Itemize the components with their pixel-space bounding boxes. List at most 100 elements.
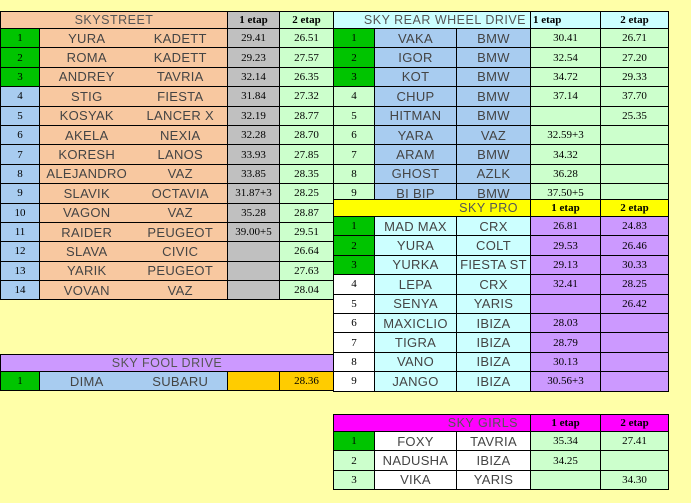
driver-name: VANO [374, 351, 457, 373]
etap2-time [600, 183, 670, 204]
position-number: 13 [0, 260, 40, 282]
etap1-time: 32.59+3 [530, 124, 602, 146]
etap1-time: 31.87+3 [227, 183, 281, 204]
etap2-time: 30.33 [600, 254, 669, 276]
position-number: 1 [333, 215, 375, 237]
etap2-time: 27.85 [279, 144, 335, 165]
car-name: IBIZA [456, 371, 531, 392]
driver-car-cell: KOSYAK LANCER X [38, 105, 229, 126]
position-number: 10 [0, 202, 40, 223]
table-row: 6 AKELA NEXIA 32.28 28.70 [0, 124, 335, 146]
rwd-title: SKY REAR WHEEL DRIVE [332, 11, 532, 29]
etap1-time: 37.14 [530, 86, 602, 107]
position-number: 5 [333, 293, 375, 314]
driver-name: RAIDER [61, 224, 113, 240]
position-number: 7 [333, 144, 375, 165]
car-name: LANOS [157, 147, 204, 163]
rwd-etap1-header: 1 etap [530, 11, 602, 29]
position-number: 5 [0, 105, 40, 126]
etap2-time [600, 332, 669, 353]
etap2-time: 27.57 [279, 47, 335, 68]
driver-name: BI BIP [374, 183, 457, 204]
driver-car-cell: STIG FIESTA [38, 86, 229, 107]
skystreet-etap2-header: 2 etap [279, 11, 335, 29]
table-row: 1 MAD MAX CRX 26.81 24.83 [333, 215, 669, 237]
car-name: BMW [455, 47, 532, 68]
driver-name: FOXY [374, 430, 457, 452]
etap2-time: 24.83 [600, 215, 669, 237]
position-number: 3 [0, 66, 40, 88]
car-name: CIVIC [162, 243, 199, 259]
car-name: SUBARU [152, 373, 209, 389]
driver-car-cell: YARIK PEUGEOT [38, 260, 229, 282]
position-number: 12 [0, 241, 40, 262]
position-number: 3 [333, 66, 375, 88]
etap1-time: 39.00+5 [227, 221, 281, 243]
etap2-time: 37.70 [600, 86, 670, 107]
car-name: BMW [455, 86, 532, 107]
driver-name: MAXICLIO [374, 312, 457, 334]
position-number: 6 [0, 124, 40, 146]
etap1-time: 29.13 [530, 254, 601, 276]
car-name: IBIZA [456, 332, 531, 353]
etap1-time [227, 241, 281, 262]
etap2-time: 26.51 [279, 27, 335, 49]
driver-car-cell: VAGON VAZ [38, 202, 229, 223]
etap2-time [600, 163, 670, 185]
position-number: 8 [0, 163, 40, 185]
etap2-time: 27.63 [279, 260, 335, 282]
position-number: 9 [0, 183, 40, 204]
car-name: FIESTA ST [456, 254, 531, 276]
car-name: FIESTA [157, 88, 204, 104]
driver-name: SLAVA [66, 243, 108, 259]
etap2-time: 26.64 [279, 241, 335, 262]
position-number: 3 [333, 254, 375, 276]
table-row: 1 FOXY TAVRIA 35.34 27.41 [333, 430, 670, 452]
etap1-time: 33.93 [227, 144, 281, 165]
etap1-time: 30.13 [530, 351, 601, 373]
position-number: 3 [333, 469, 375, 491]
skystreet-table: SKYSTREET 1 etap 2 etap 1 YURA KADETT 29.41… [0, 11, 335, 301]
girls-etap2-header: 2 etap [600, 414, 670, 432]
skystreet-title: SKYSTREET [0, 11, 229, 29]
position-number: 9 [333, 183, 375, 204]
etap2-time: 28.35 [279, 163, 335, 185]
etap1-time: 30.56+3 [530, 371, 601, 392]
etap2-time: 29.51 [279, 221, 335, 243]
table-row: 2 ROMA KADETT 29.23 27.57 [0, 47, 335, 68]
etap2-time [600, 144, 670, 165]
car-name: CRX [456, 215, 531, 237]
table-row: 8 GHOST AZLK 36.28 [333, 163, 670, 185]
driver-name: SENYA [374, 293, 457, 314]
table-row: 8 VANO IBIZA 30.13 [333, 351, 669, 373]
table-row: 9 JANGO IBIZA 30.56+3 [333, 371, 669, 392]
etap1-time: 35.28 [227, 202, 281, 223]
table-row: 7 TIGRA IBIZA 28.79 [333, 332, 669, 353]
etap1-time: 32.41 [530, 274, 601, 295]
position-number: 1 [333, 430, 375, 452]
etap2-time: 26.35 [279, 66, 335, 88]
etap2-time: 26.46 [600, 235, 669, 256]
car-name: VAZ [455, 124, 532, 146]
table-row: 2 IGOR BMW 32.54 27.20 [333, 47, 670, 68]
etap2-time: 28.25 [600, 274, 669, 295]
driver-name: SLAVIK [63, 185, 110, 201]
table-row: 2 NADUSHA IBIZA 34.25 [333, 450, 670, 471]
car-name: VAZ [167, 282, 193, 298]
driver-name: DIMA [69, 373, 104, 389]
etap2-time: 34.30 [600, 469, 670, 491]
pro-title: SKY PRO [333, 199, 531, 217]
car-name: BMW [455, 144, 532, 165]
position-number: 8 [333, 351, 375, 373]
position-number: 1 [0, 27, 40, 49]
etap2-time [600, 312, 669, 334]
table-row: 6 YARA VAZ 32.59+3 [333, 124, 670, 146]
position-number: 7 [0, 144, 40, 165]
etap1-time: 29.53 [530, 235, 601, 256]
etap1-time [530, 293, 601, 314]
table-row: 7 ARAM BMW 34.32 [333, 144, 670, 165]
etap2-time: 28.04 [279, 280, 335, 301]
table-row: 10 VAGON VAZ 35.28 28.87 [0, 202, 335, 223]
table-row: 5 HITMAN BMW 25.35 [333, 105, 670, 126]
position-number: 8 [333, 163, 375, 185]
